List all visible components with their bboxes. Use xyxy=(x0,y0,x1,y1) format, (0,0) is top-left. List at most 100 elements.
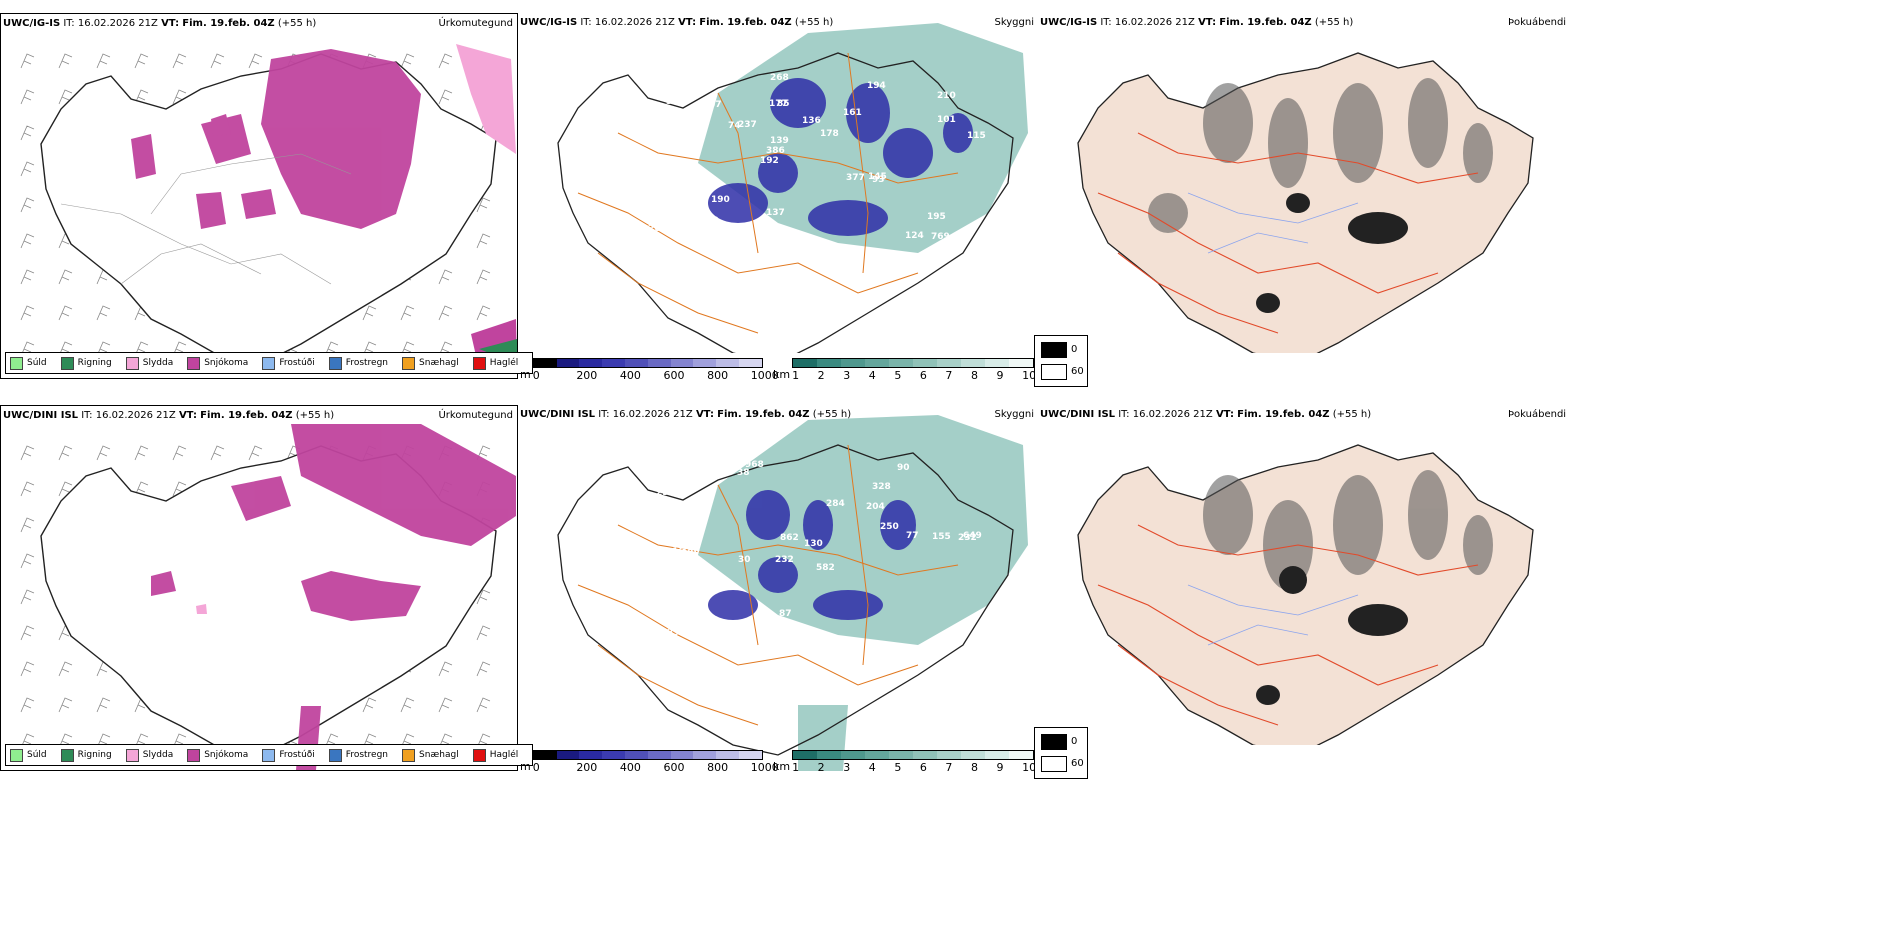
scale-tick: 7 xyxy=(945,369,953,382)
legend-item-5: Frostregn xyxy=(328,748,388,762)
wind-barb xyxy=(20,89,35,105)
ceiling-label: 251 xyxy=(661,137,680,147)
scale-segment xyxy=(889,751,914,759)
scale-tick: 3 xyxy=(843,761,851,774)
ceiling-label: 284 xyxy=(826,499,845,509)
scale-segment xyxy=(1009,751,1034,759)
precip-legend: Súld Rigning Slydda Snjókoma Frostúði Frostre… xyxy=(5,352,534,374)
scale-tick: 8 xyxy=(970,369,978,382)
wind-barb xyxy=(20,341,35,357)
legend-swatch xyxy=(10,356,23,370)
visibility-scale: km 1 2 3 4 5 6 7 8 9 10 xyxy=(773,358,1038,382)
legend-swatch xyxy=(125,748,139,762)
scale-bar xyxy=(792,358,1035,368)
scale-segment xyxy=(841,359,866,367)
iceland-visibility-map-top[interactable]: 769 251 210 192 161 164 177 136 268 237 268 212 85 17… xyxy=(518,13,1038,353)
ceiling-label: 328 xyxy=(872,482,891,492)
iceland-fog-map-top[interactable] xyxy=(1038,13,1558,353)
wind-barb xyxy=(58,697,73,713)
wind-barb xyxy=(476,661,491,677)
scale-tick: 5 xyxy=(894,761,902,774)
fog-legend-black xyxy=(1041,734,1067,750)
wind-barb xyxy=(20,661,35,677)
wind-barb xyxy=(362,341,377,357)
ceiling-label: 115 xyxy=(967,131,986,141)
legend-label: Súld xyxy=(27,750,47,760)
wind-barb xyxy=(476,233,491,249)
scale-segment xyxy=(624,359,648,367)
scale-segment xyxy=(647,359,671,367)
wind-barb xyxy=(20,161,35,177)
scale-segment xyxy=(533,751,557,759)
ceiling-label: 237 xyxy=(738,120,757,130)
legend-label: Frostúði xyxy=(279,750,315,760)
legend-label: Súld xyxy=(27,358,47,368)
wind-barb xyxy=(96,53,111,69)
scale-segment xyxy=(1009,359,1034,367)
legend-item-2: Slydda xyxy=(125,748,174,762)
scale-tick: 800 xyxy=(707,369,729,382)
scale-segment xyxy=(716,751,739,759)
scale-tick: 7 xyxy=(945,761,953,774)
scale-tick: 5 xyxy=(894,369,902,382)
wind-barb xyxy=(58,481,73,497)
ceiling-label: 136 xyxy=(802,116,821,126)
scale-segment xyxy=(533,359,557,367)
ceiling-label: 299 xyxy=(820,637,839,647)
wind-barb xyxy=(58,445,73,461)
legend-label: Snæhagl xyxy=(419,750,459,760)
legend-label: Haglél xyxy=(489,358,519,368)
scale-unit: m xyxy=(520,368,531,381)
scale-segment xyxy=(556,359,580,367)
ceiling-label: 268 xyxy=(648,224,667,234)
ceiling-label: 130 xyxy=(804,539,823,549)
wind-barb xyxy=(476,445,491,461)
ceiling-label: 769 xyxy=(931,232,950,242)
ceiling-label: 212 xyxy=(700,216,719,226)
scale-tick: 2 xyxy=(817,369,825,382)
wind-barb xyxy=(20,481,35,497)
legend-item-1: Rigning xyxy=(60,748,112,762)
legend-swatch xyxy=(262,748,276,762)
legend-swatch xyxy=(10,748,23,762)
iceland-visibility-map-bottom[interactable]: 9683282322325823362532041032841302938302… xyxy=(518,405,1038,771)
wind-barb xyxy=(362,697,377,713)
scale-tick: 400 xyxy=(619,761,641,774)
scale-tick: 400 xyxy=(619,369,641,382)
scale-bar xyxy=(792,750,1035,760)
wind-barb xyxy=(134,445,149,461)
iceland-precip-map-top[interactable] xyxy=(1,14,517,378)
ceiling-label: 177 xyxy=(769,99,788,109)
visibility-panel-bottom: 968 328 232 232 582 336 253 204 103 284 130 29 38 30 2… xyxy=(518,405,1038,774)
ceiling-label: 29 xyxy=(667,628,680,638)
scale-tick: 200 xyxy=(576,761,598,774)
wind-barb xyxy=(438,89,453,105)
wind-barb xyxy=(438,341,453,357)
scale-tick: 1 xyxy=(792,761,800,774)
wind-barb xyxy=(210,445,225,461)
scale-segment xyxy=(937,751,962,759)
ceiling-scale: m 0 200 400 600 800 1000 xyxy=(520,750,779,774)
legend-item-4: Frostúði xyxy=(262,356,315,370)
wind-barb xyxy=(362,733,377,749)
wind-barb xyxy=(20,233,35,249)
ceiling-label: 192 xyxy=(760,156,779,166)
ceiling-label: 38 xyxy=(737,468,750,478)
wind-barb xyxy=(96,341,111,357)
legend-label: Slydda xyxy=(142,750,174,760)
wind-barb xyxy=(58,733,73,749)
scale-tick: 800 xyxy=(707,761,729,774)
ceiling-label: 139 xyxy=(770,136,789,146)
legend-item-0: Súld xyxy=(10,356,47,370)
wind-barb xyxy=(20,197,35,213)
legend-swatch xyxy=(60,748,74,762)
iceland-fog-map-bottom[interactable] xyxy=(1038,405,1558,745)
iceland-precip-map-bottom[interactable] xyxy=(1,406,517,770)
scale-tick: 600 xyxy=(663,369,685,382)
ceiling-label: 495 xyxy=(804,241,823,251)
ceiling-label: 36 xyxy=(828,636,841,646)
wind-barb xyxy=(476,697,491,713)
ceiling-label: 67 xyxy=(709,100,722,110)
ceiling-label: 210 xyxy=(937,91,956,101)
ceiling-label: 124 xyxy=(905,231,924,241)
